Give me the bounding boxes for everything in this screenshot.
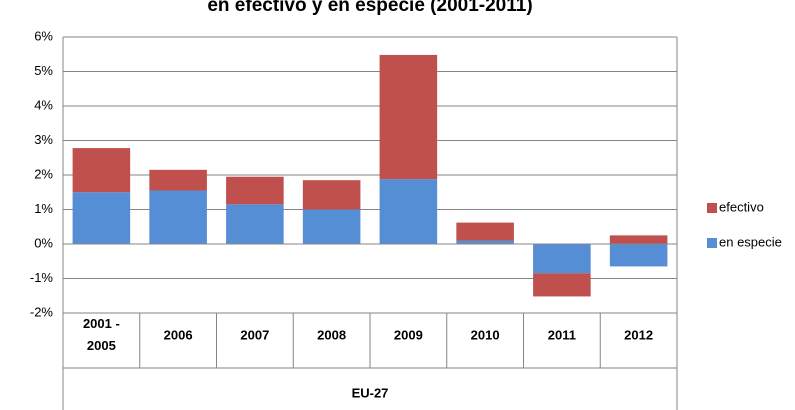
y-tick-label: 0%: [34, 235, 53, 250]
y-tick-label: -2%: [30, 304, 54, 319]
bar: [302, 209, 361, 244]
x-tick-label: 2009: [394, 327, 423, 342]
bar: [149, 190, 207, 244]
y-tick-label: -1%: [30, 270, 54, 285]
bar: [609, 235, 668, 244]
y-tick-label: 1%: [34, 201, 53, 216]
bar: [456, 222, 514, 241]
x-tick-label: 2008: [317, 327, 346, 342]
bar: [379, 179, 438, 244]
bar: [533, 244, 591, 274]
bar: [379, 54, 438, 180]
bar: [609, 244, 668, 267]
bar: [533, 273, 591, 297]
y-tick-label: 4%: [34, 97, 53, 112]
bar: [302, 180, 361, 210]
legend-label: efectivo: [719, 199, 764, 214]
bar: [149, 169, 207, 191]
legend-label: en especie: [719, 234, 782, 249]
bar: [72, 148, 131, 193]
x-tick-label: 2006: [164, 327, 193, 342]
bar: [456, 240, 514, 244]
bar: [226, 176, 284, 205]
y-tick-label: 3%: [34, 132, 53, 147]
x-tick-label: 2011: [548, 327, 576, 342]
y-tick-label: 2%: [34, 166, 53, 181]
y-tick-label: 6%: [34, 28, 53, 43]
x-tick-label: 2007: [240, 327, 269, 342]
y-tick-label: 5%: [34, 63, 53, 78]
x-tick-label: 2001 -2005: [83, 316, 120, 353]
legend-swatch: [707, 238, 717, 248]
group-label: EU-27: [352, 385, 389, 400]
bar: [72, 192, 131, 244]
x-tick-label: 2010: [471, 327, 500, 342]
legend-swatch: [707, 203, 717, 213]
chart-title: en efectivo y en especie (2001-2011): [207, 0, 532, 16]
bar: [226, 204, 284, 244]
x-tick-label: 2012: [624, 327, 653, 342]
